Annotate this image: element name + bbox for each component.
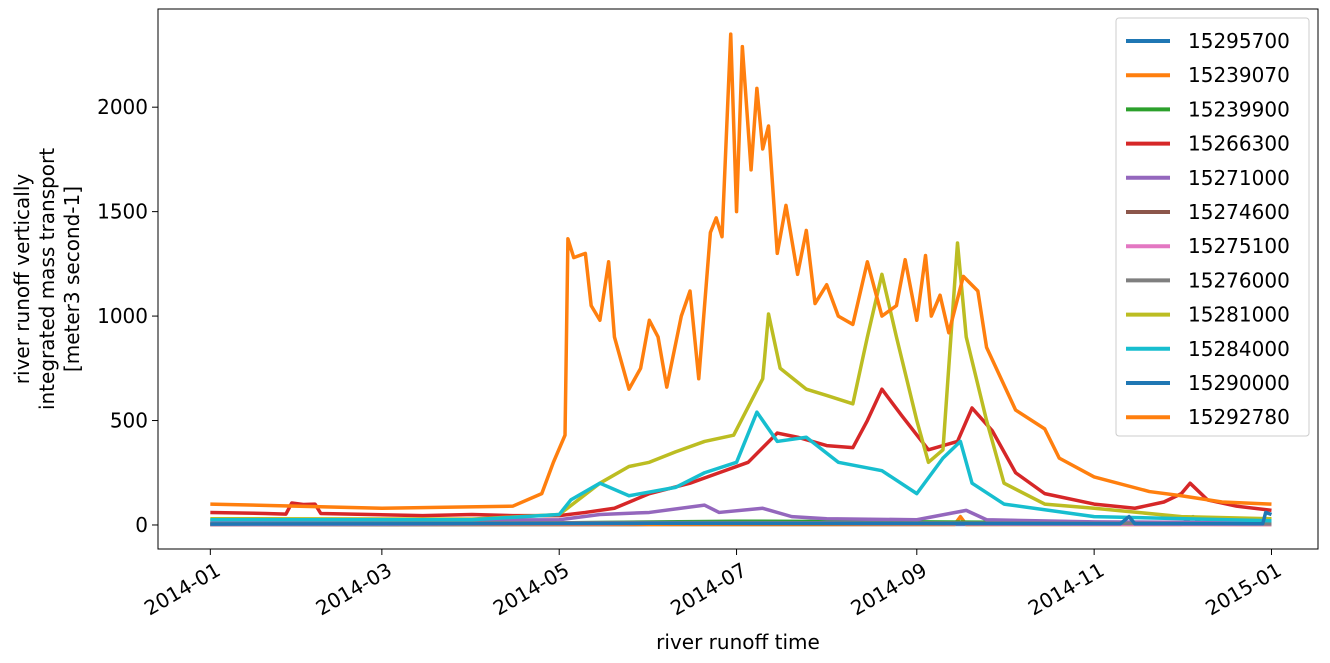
y-tick-label: 2000 (97, 95, 148, 119)
series-line-15281000 (210, 241, 1272, 521)
y-tick-label: 0 (135, 513, 148, 537)
x-axis: 2014-01 2014-03 2014-05 2014-07 2014-09 2014-… (140, 549, 1286, 620)
legend-label: 15281000 (1188, 303, 1290, 327)
legend: 15295700 15239070 15239900 15266300 15271000… (1115, 17, 1310, 437)
legend-label: 15276000 (1188, 268, 1290, 292)
x-tick-label: 2014-01 (140, 558, 224, 621)
y-axis-label-line-3: [meter3 second-1] (60, 186, 84, 372)
x-axis-label: river runoff time (656, 630, 820, 654)
legend-label: 15292780 (1188, 405, 1290, 429)
y-axis: 0 500 1000 1500 2000 (97, 95, 158, 537)
y-axis-label-line-1: river runoff vertically (10, 174, 34, 385)
x-tick-label: 2014-05 (489, 558, 573, 621)
x-tick-label: 2015-01 (1201, 558, 1285, 621)
y-axis-label-line-2: integrated mass transport (35, 148, 59, 410)
series-line-15271000 (210, 503, 1272, 525)
x-tick-label: 2014-09 (847, 558, 931, 621)
legend-label: 15274600 (1188, 200, 1290, 224)
y-tick-label: 1000 (97, 304, 148, 328)
plot-frame (157, 8, 1319, 550)
legend-label: 15266300 (1188, 132, 1290, 156)
series-line-15284000 (210, 410, 1272, 523)
legend-label: 15284000 (1188, 337, 1290, 361)
series-lines (210, 32, 1273, 527)
legend-box (1115, 17, 1310, 437)
y-tick-label: 1500 (97, 200, 148, 224)
legend-label: 15275100 (1188, 234, 1290, 258)
x-tick-label: 2014-07 (666, 558, 750, 621)
y-axis-label: river runoff vertically integrated mass … (10, 148, 84, 410)
x-tick-label: 2014-03 (312, 558, 396, 621)
legend-label: 15271000 (1188, 166, 1290, 190)
legend-label: 15239070 (1188, 63, 1290, 87)
legend-label: 15295700 (1188, 29, 1290, 53)
series-line-15292780 (210, 32, 1272, 511)
legend-label: 15290000 (1188, 371, 1290, 395)
x-tick-label: 2014-11 (1024, 558, 1108, 621)
legend-label: 15239900 (1188, 97, 1290, 121)
series-line-15290000 (210, 510, 1273, 526)
y-tick-label: 500 (110, 409, 148, 433)
